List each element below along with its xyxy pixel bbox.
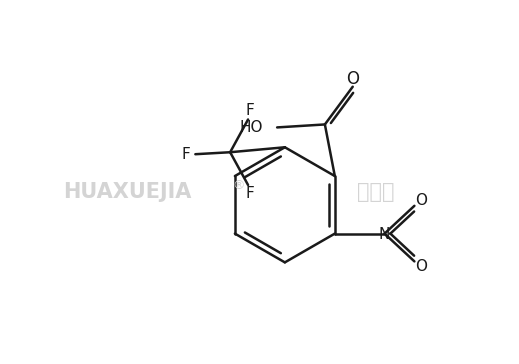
Text: HUAXUEJIA: HUAXUEJIA — [63, 182, 192, 202]
Text: O: O — [415, 193, 427, 208]
Text: F: F — [245, 103, 254, 118]
Text: HO: HO — [240, 120, 263, 135]
Text: O: O — [346, 70, 359, 88]
Text: N: N — [379, 227, 390, 242]
Text: O: O — [415, 259, 427, 274]
Text: 化学加: 化学加 — [358, 182, 395, 202]
Text: F: F — [245, 186, 254, 201]
Text: ®: ® — [232, 179, 244, 192]
Text: F: F — [181, 147, 190, 162]
